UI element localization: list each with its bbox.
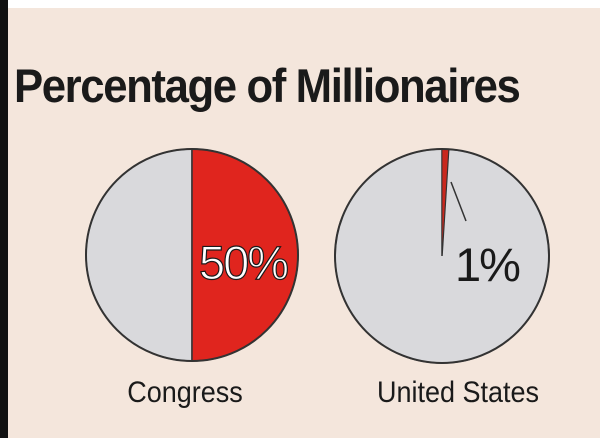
pie-congress-value-label: 50% xyxy=(199,236,288,289)
top-border xyxy=(0,0,600,8)
pie-congress-category-label: Congress xyxy=(127,376,242,410)
pie-united-states: 1% United States xyxy=(334,148,550,410)
left-border xyxy=(0,0,8,438)
pie-congress: 50% Congress xyxy=(85,148,299,410)
pie-us-category-label: United States xyxy=(377,376,539,410)
pie-us-value-label: 1% xyxy=(455,238,520,291)
pie-congress-slice-other xyxy=(85,148,193,362)
pie-us-leader-line xyxy=(450,181,467,222)
pie-congress-outline xyxy=(85,148,299,362)
pie-us-outline xyxy=(334,148,550,364)
chart-title: Percentage of Millionaires xyxy=(14,59,521,112)
